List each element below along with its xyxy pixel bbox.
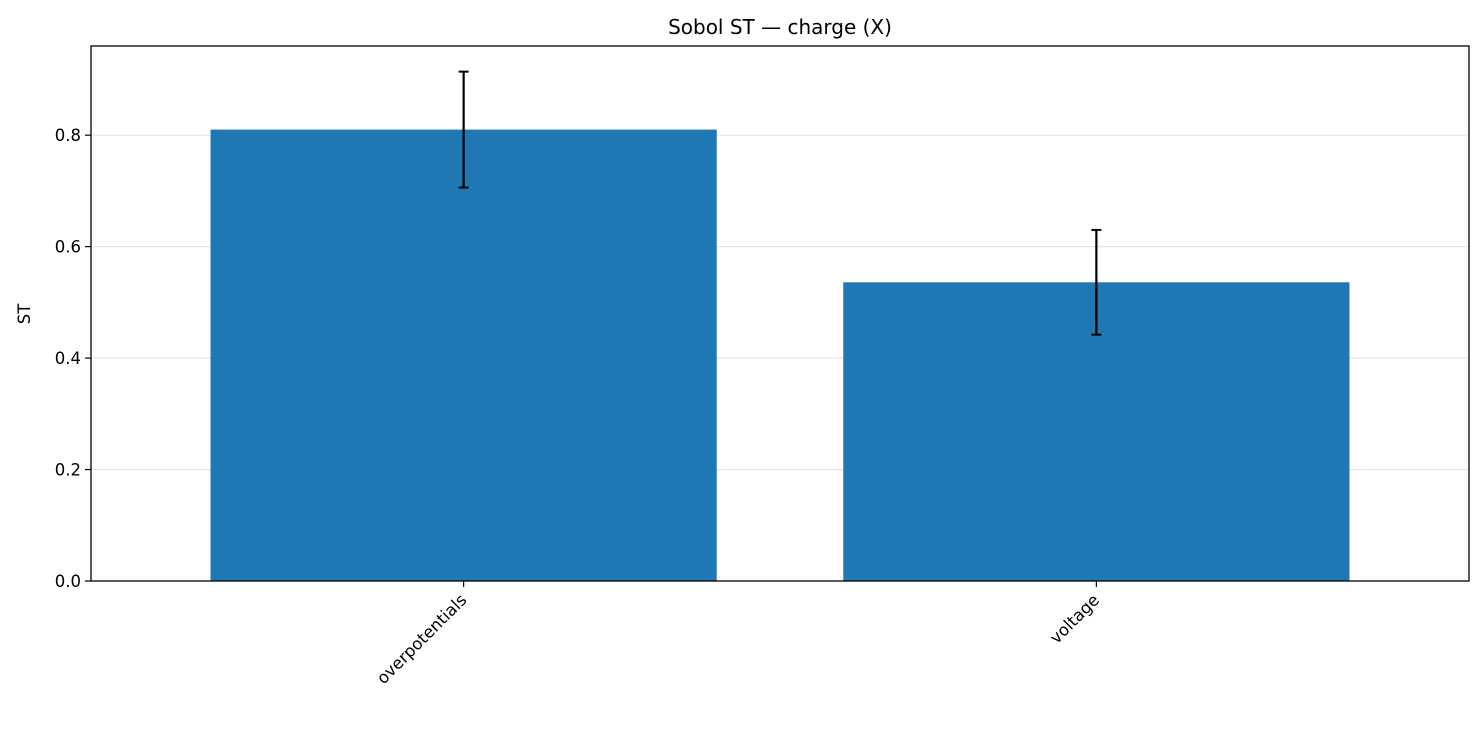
- y-tick-label: 0.0: [55, 572, 81, 591]
- x-tick-label-overpotentials: overpotentials: [373, 590, 470, 687]
- y-tick-label: 0.4: [55, 349, 81, 368]
- bar-overpotentials: [210, 129, 717, 581]
- y-axis-label: ST: [15, 303, 34, 324]
- error-bars: [458, 70, 1102, 336]
- plot-frame: [90, 45, 1470, 582]
- bars: [210, 129, 1350, 581]
- y-tick-label: 0.8: [55, 126, 81, 145]
- x-tick-label-voltage: voltage: [1046, 590, 1103, 647]
- y-axis-ticks: 0.0 0.2 0.4 0.6 0.8: [55, 126, 91, 591]
- chart-title: Sobol ST — charge (X): [668, 15, 892, 39]
- y-tick-label: 0.2: [55, 461, 81, 480]
- y-tick-label: 0.6: [55, 238, 81, 257]
- x-axis-ticks: overpotentials voltage: [373, 581, 1103, 688]
